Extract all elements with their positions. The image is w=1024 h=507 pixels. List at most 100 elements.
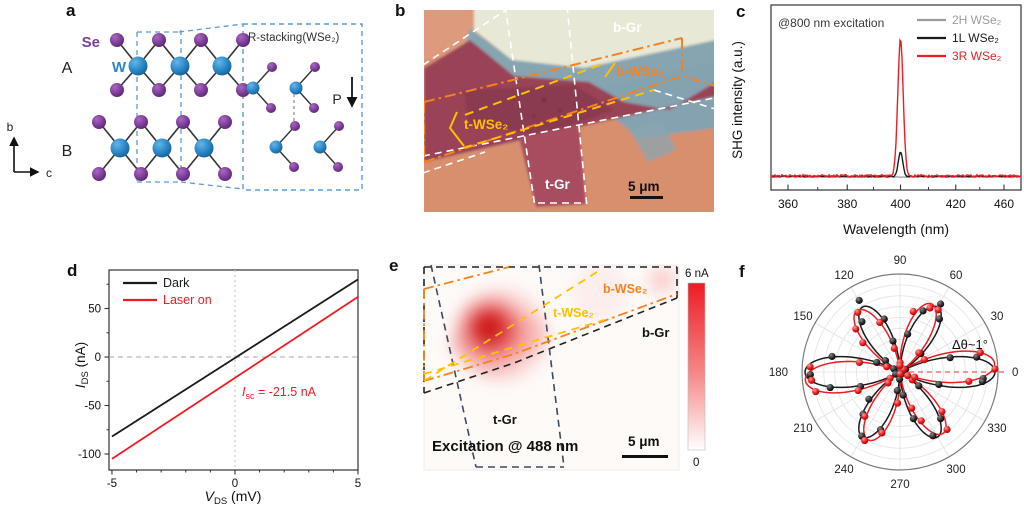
x-axis-label: Wavelength (nm)	[843, 221, 949, 237]
region-outlines	[423, 264, 678, 468]
w-atom	[152, 138, 172, 158]
micrograph-regions	[424, 10, 714, 212]
w-atom-label: W	[112, 59, 127, 76]
panel-b-optical-image: b-Gr b-WSe₂ t-WSe₂ t-Gr 5 μm	[424, 10, 714, 212]
angle-tick-label: 120	[834, 270, 853, 282]
se-atom	[92, 115, 106, 129]
y-tick-label: 50	[88, 304, 101, 316]
x-tick-label: -5	[107, 478, 117, 490]
se-atom	[266, 103, 276, 113]
panel-f-letter: f	[739, 262, 745, 281]
axis-b-label: b	[7, 120, 14, 134]
data-point-black	[935, 380, 943, 389]
legend-label: 2H WSe₂	[952, 13, 1002, 27]
x-tick-label: 420	[946, 197, 966, 211]
t-gr-outline	[430, 264, 565, 468]
data-point-red	[854, 386, 862, 395]
data-point-black	[935, 315, 944, 323]
data-point-red	[938, 408, 946, 416]
se-atom	[110, 83, 124, 97]
legend-label: 1L WSe₂	[952, 31, 999, 45]
data-point-black	[806, 371, 814, 379]
se-atom	[152, 33, 166, 47]
legend-label: 3R WSe₂	[952, 49, 1002, 63]
t-gr-label: t-Gr	[493, 412, 517, 427]
data-point-red	[890, 344, 898, 352]
scale-bar	[630, 196, 663, 199]
data-point-black	[826, 383, 834, 392]
colorbar	[687, 282, 706, 451]
se-atom	[218, 115, 232, 129]
iv-line-0	[111, 278, 359, 438]
plot-frame	[108, 269, 359, 471]
data-point-red	[893, 399, 902, 407]
colorbar-max-label: 6 nA	[685, 268, 709, 280]
data-point-red	[943, 425, 951, 434]
y-tick-label: 0	[95, 352, 101, 364]
w-atom	[269, 140, 283, 154]
t-wse2-outline	[423, 271, 605, 382]
data-point-black	[855, 296, 863, 304]
se-atom	[289, 162, 299, 172]
data-point-red	[915, 349, 923, 357]
data-point-black	[828, 352, 836, 361]
x-tick-label: 5	[355, 478, 361, 490]
data-point-red	[911, 373, 919, 381]
y-tick-label: -100	[78, 449, 101, 461]
angle-tick-label: 180	[769, 367, 788, 379]
data-point-black	[865, 395, 873, 403]
data-point-black	[881, 357, 890, 365]
data-point-red	[976, 348, 984, 357]
data-point-red	[934, 306, 942, 314]
angle-tick-label: 300	[946, 464, 965, 476]
scale-bar	[622, 455, 668, 458]
se-atom	[176, 167, 190, 181]
data-point-red	[991, 365, 999, 373]
data-point-red	[861, 412, 869, 420]
data-point-red	[876, 318, 884, 327]
t-wse2-label: t-WSe₂	[464, 117, 508, 132]
data-point-red	[920, 356, 928, 364]
se-atom	[152, 83, 166, 97]
atomic-structure-drawing	[92, 33, 344, 181]
data-point-red	[855, 358, 864, 367]
layer-a-label: A	[62, 60, 73, 77]
t-wse2-outline	[448, 62, 655, 149]
panel-e-photocurrent-map: b-WSe₂ t-WSe₂ b-Gr t-Gr Excitation @ 488…	[423, 264, 709, 471]
angle-tick-label: 270	[890, 479, 909, 491]
plot-frame	[770, 4, 1022, 191]
data-point-red	[896, 362, 904, 370]
polarization-label: P	[332, 91, 341, 107]
se-atom-label: Se	[82, 34, 100, 51]
se-atom	[176, 115, 190, 129]
photocurrent-blob	[449, 265, 676, 383]
data-point-red	[917, 417, 925, 425]
data-point-black	[889, 337, 897, 345]
se-atom	[267, 62, 277, 72]
se-atom	[194, 33, 208, 47]
angle-tick-label: 240	[834, 464, 853, 476]
se-atom	[309, 103, 319, 113]
panel-a-letter: a	[66, 1, 76, 20]
x-tick-label: 0	[232, 478, 238, 490]
w-atom	[289, 81, 303, 95]
data-point-black	[978, 377, 986, 386]
data-point-red	[965, 377, 973, 385]
x-tick-label: 380	[837, 197, 857, 211]
polar-spoke	[899, 371, 950, 458]
spectrum-curve-2	[770, 38, 1022, 179]
se-atom	[218, 167, 232, 181]
iv-line-1	[111, 296, 359, 460]
y-tick-label: -50	[84, 400, 101, 412]
short-circuit-annotation: Isc = -21.5 nA	[242, 385, 317, 401]
data-point-black	[929, 432, 937, 440]
data-point-red	[854, 308, 862, 316]
polar-spoke	[850, 371, 901, 458]
r-stacking-inset-box	[242, 23, 363, 191]
data-point-red	[909, 307, 917, 316]
w-atom	[313, 140, 327, 154]
data-point-black	[909, 415, 918, 423]
b-wse2-outline	[423, 266, 678, 382]
data-point-red	[861, 436, 869, 445]
